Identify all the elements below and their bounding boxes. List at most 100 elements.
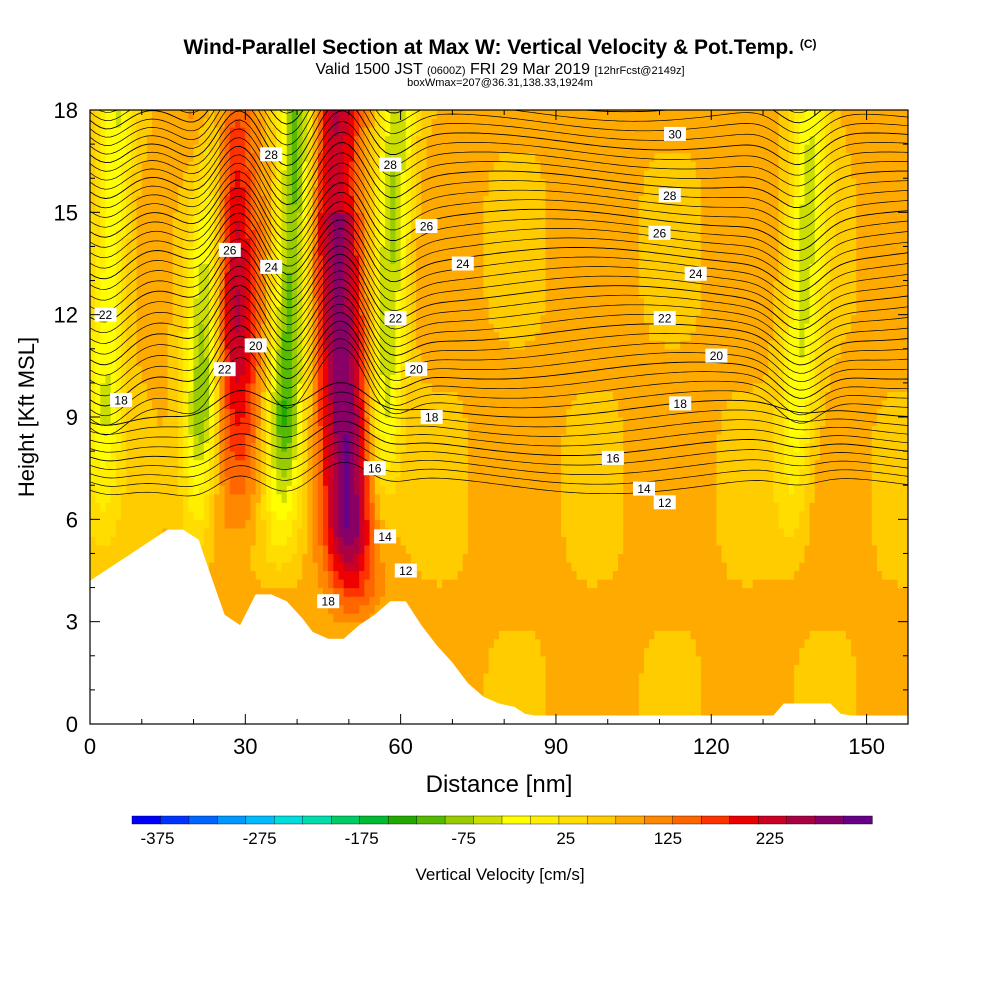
velocity-cell (162, 451, 169, 461)
velocity-cell (203, 553, 210, 563)
velocity-cell (266, 203, 272, 213)
velocity-cell (281, 263, 288, 273)
velocity-cell (136, 442, 143, 452)
velocity-cell (395, 553, 402, 563)
velocity-cell (447, 596, 454, 606)
velocity-cell (229, 263, 236, 273)
velocity-cell (400, 169, 407, 179)
velocity-cell (385, 229, 391, 239)
velocity-cell (436, 425, 443, 435)
velocity-cell (224, 186, 231, 196)
velocity-cell (234, 110, 241, 120)
velocity-cell (317, 519, 324, 529)
velocity-cell (359, 314, 365, 324)
velocity-cell (307, 468, 314, 478)
velocity-cell (307, 425, 314, 435)
velocity-cell (281, 254, 288, 265)
velocity-cell (328, 340, 334, 350)
velocity-cell (297, 203, 303, 213)
velocity-cell (426, 527, 433, 537)
velocity-cell (281, 459, 288, 469)
velocity-cell (421, 527, 428, 537)
velocity-cell (110, 203, 117, 213)
velocity-cell (260, 110, 267, 120)
velocity-cell (110, 442, 117, 452)
velocity-cell (436, 127, 443, 137)
velocity-cell (426, 468, 433, 478)
velocity-cell (209, 348, 215, 358)
velocity-cell (126, 510, 133, 520)
velocity-cell (379, 186, 386, 196)
velocity-cell (338, 630, 345, 640)
velocity-cell (105, 451, 112, 461)
velocity-cell (317, 254, 324, 265)
velocity-cell (312, 110, 319, 120)
velocity-cell (348, 570, 355, 580)
velocity-cell (110, 476, 117, 486)
velocity-cell (209, 280, 215, 290)
velocity-cell (307, 348, 314, 358)
velocity-cell (307, 365, 314, 375)
velocity-cell (338, 169, 345, 179)
velocity-cell (250, 536, 257, 546)
velocity-cell (105, 536, 112, 546)
velocity-cell (338, 459, 345, 469)
velocity-cell (291, 229, 298, 239)
velocity-cell (198, 357, 205, 367)
velocity-cell (240, 527, 246, 537)
velocity-cell (126, 118, 133, 128)
velocity-cell (110, 289, 117, 299)
velocity-cell (317, 502, 324, 512)
velocity-cell (260, 169, 267, 179)
velocity-cell (131, 212, 138, 222)
velocity-cell (162, 254, 169, 265)
velocity-cell (338, 596, 345, 606)
velocity-cell (291, 476, 298, 486)
velocity-cell (152, 502, 158, 512)
velocity-cell (266, 399, 272, 410)
velocity-cell (405, 519, 412, 529)
velocity-cell (219, 459, 226, 469)
velocity-cell (416, 382, 422, 393)
velocity-cell (90, 502, 96, 512)
velocity-cell (214, 570, 221, 580)
velocity-cell (203, 365, 210, 375)
velocity-cell (291, 331, 298, 341)
velocity-cell (172, 178, 179, 188)
velocity-cell (410, 186, 417, 196)
velocity-cell (400, 229, 407, 239)
velocity-cell (131, 263, 138, 273)
velocity-cell (234, 203, 241, 213)
velocity-cell (250, 289, 257, 299)
velocity-cell (234, 127, 241, 137)
velocity-cell (369, 536, 376, 546)
velocity-cell (203, 289, 210, 299)
velocity-cell (426, 579, 433, 589)
velocity-cell (400, 297, 407, 307)
velocity-cell (333, 289, 340, 299)
velocity-cell (203, 246, 210, 256)
velocity-cell (416, 110, 422, 120)
velocity-cell (178, 237, 184, 248)
velocity-cell (297, 314, 303, 324)
velocity-cell (172, 485, 179, 495)
velocity-cell (364, 502, 371, 512)
velocity-cell (322, 152, 329, 162)
velocity-cell (146, 152, 153, 162)
velocity-cell (385, 544, 391, 555)
velocity-cell (312, 365, 319, 375)
velocity-cell (442, 246, 448, 256)
velocity-cell (338, 161, 345, 171)
velocity-cell (322, 493, 329, 503)
velocity-cell (400, 237, 407, 248)
velocity-cell (426, 246, 433, 256)
velocity-cell (271, 314, 277, 324)
velocity-cell (286, 519, 293, 529)
velocity-cell (234, 425, 241, 435)
velocity-cell (333, 144, 340, 154)
velocity-cell (390, 348, 397, 358)
velocity-cell (172, 144, 179, 154)
velocity-cell (224, 391, 231, 401)
velocity-cell (322, 306, 329, 316)
velocity-cell (426, 399, 433, 410)
